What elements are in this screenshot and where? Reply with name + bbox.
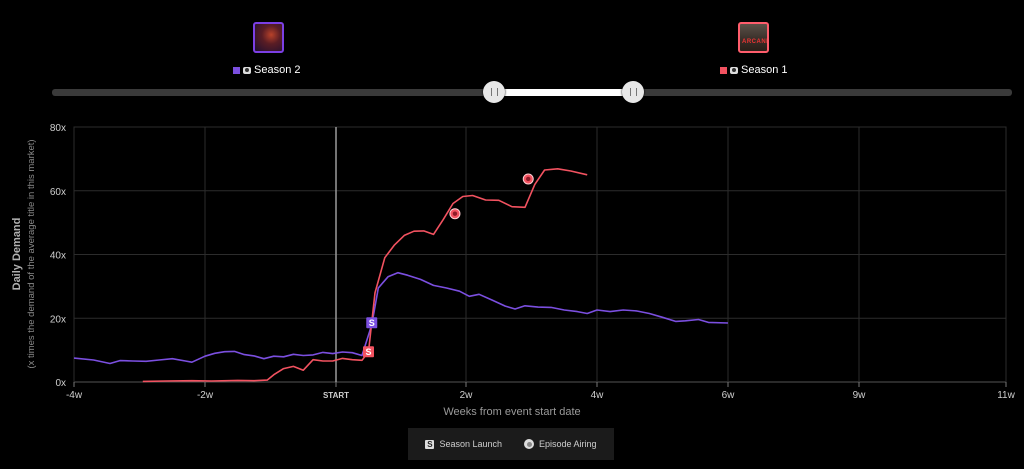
x-tick-label: 4w	[591, 390, 605, 401]
launch-marker-glyph: S	[365, 347, 371, 357]
key-season-launch-label: Season Launch	[439, 439, 502, 449]
y-axis-title: Daily Demand	[11, 218, 23, 291]
episode-marker-inner	[453, 212, 457, 216]
key-episode-airing: Episode Airing	[524, 439, 597, 449]
season1-episode-marker	[450, 209, 460, 219]
x-tick-label: 6w	[722, 390, 736, 401]
season2-season-launch-marker: S	[366, 317, 377, 328]
x-axis-title: Weeks from event start date	[443, 406, 580, 418]
episode-marker-inner	[526, 177, 530, 181]
launch-marker-glyph: S	[369, 318, 375, 328]
y-tick-label: 40x	[50, 251, 66, 262]
y-tick-label: 60x	[50, 187, 66, 198]
season1-season-launch-marker: S	[363, 346, 374, 357]
x-tick-label: -4w	[66, 390, 83, 401]
episode-airing-icon	[524, 439, 534, 449]
y-axis-subtitle: (x times the demand of the average title…	[26, 139, 37, 368]
y-tick-label: 0x	[55, 378, 66, 389]
season-launch-icon: S	[425, 440, 434, 449]
x-tick-label: 2w	[460, 390, 474, 401]
x-tick-label: START	[323, 391, 349, 400]
chart-marker-key: S Season Launch Episode Airing	[408, 428, 614, 460]
season1-episode-marker	[523, 174, 533, 184]
x-tick-label: 9w	[853, 390, 867, 401]
x-tick-label: 11w	[997, 390, 1015, 401]
y-tick-label: 80x	[50, 123, 66, 134]
y-tick-label: 20x	[50, 314, 66, 325]
key-season-launch: S Season Launch	[425, 439, 502, 449]
x-tick-label: -2w	[197, 390, 214, 401]
key-episode-airing-label: Episode Airing	[539, 439, 597, 449]
